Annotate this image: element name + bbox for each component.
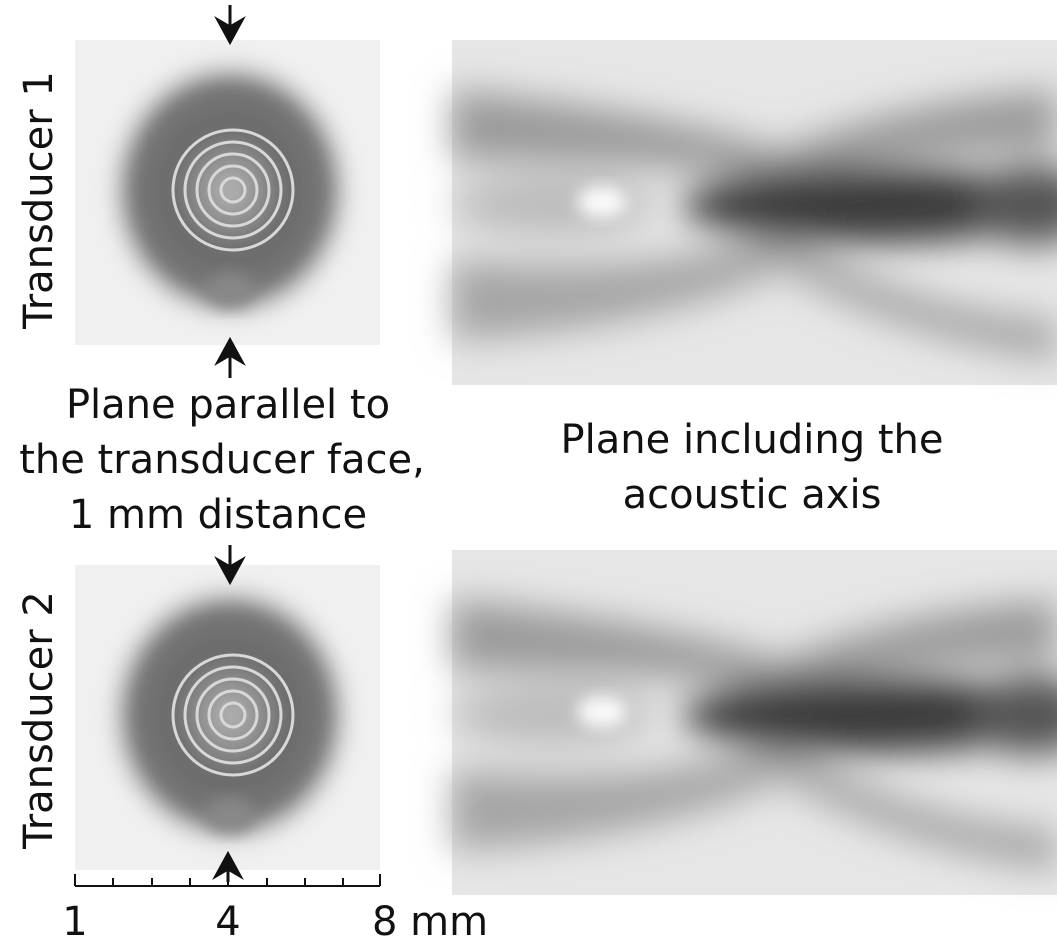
face-image <box>75 40 380 345</box>
axial-image <box>452 550 1057 895</box>
scale-label: 4 <box>215 899 240 944</box>
figure: Transducer 1 Transducer 2 Plane parallel… <box>0 0 1057 944</box>
scale-label: 1 <box>62 899 87 944</box>
scale-label: 8 mm <box>372 899 488 944</box>
scale-bar <box>75 874 380 886</box>
row-label: Transducer 2 <box>16 591 62 850</box>
caption: 1 mm distance <box>69 492 367 538</box>
row-label: Transducer 1 <box>16 71 62 330</box>
caption: the transducer face, <box>19 437 425 483</box>
face-image <box>75 565 380 870</box>
caption: Plane including the <box>561 417 944 463</box>
axial-image <box>452 40 1057 385</box>
caption: Plane parallel to <box>66 382 390 428</box>
caption: acoustic axis <box>623 472 882 518</box>
